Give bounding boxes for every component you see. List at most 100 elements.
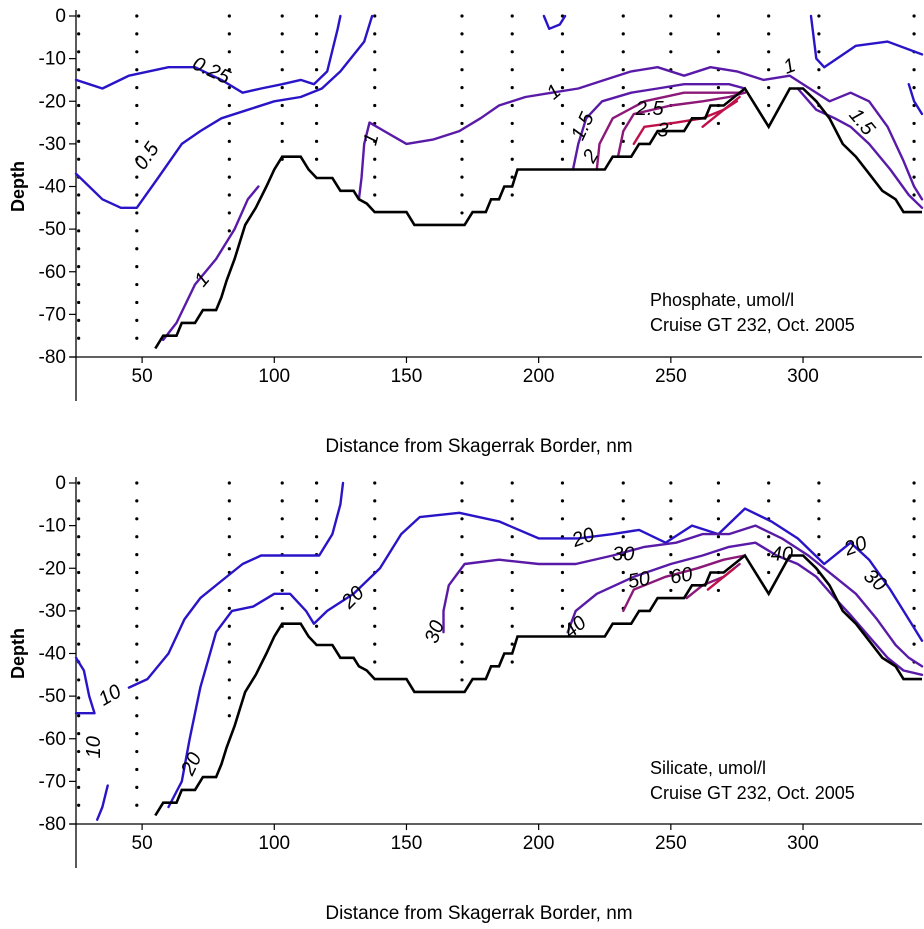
station-sample-dot bbox=[135, 732, 139, 736]
station-sample-dot bbox=[77, 803, 81, 807]
y-tick-label: -60 bbox=[39, 729, 66, 750]
station-sample-dot bbox=[510, 499, 514, 503]
station-sample-dot bbox=[135, 767, 139, 772]
contour-line-50 bbox=[622, 554, 747, 613]
station-sample-dot bbox=[227, 14, 231, 18]
station-sample-dot bbox=[280, 86, 284, 90]
station-sample-dot bbox=[280, 481, 284, 485]
y-tick-label: -50 bbox=[39, 686, 66, 707]
station-sample-dot bbox=[621, 121, 625, 126]
station-sample-dot bbox=[77, 535, 81, 539]
station-sample-dot bbox=[373, 660, 377, 664]
station-sample-dot bbox=[817, 553, 821, 557]
station-sample-dot bbox=[621, 517, 625, 521]
station-sample-dot bbox=[767, 535, 771, 539]
station-sample-dot bbox=[280, 50, 284, 54]
station-sample-dot bbox=[280, 14, 284, 18]
station-sample-dot bbox=[77, 336, 81, 340]
station-sample-dot bbox=[227, 588, 231, 593]
station-sample-dot bbox=[227, 517, 231, 521]
station-sample-dot bbox=[767, 103, 771, 108]
station-sample-dot bbox=[77, 121, 81, 126]
station-sample-dot bbox=[135, 481, 139, 485]
station-sample-dot bbox=[510, 553, 514, 557]
contour-line-2-5 bbox=[616, 91, 747, 158]
station-sample-dot bbox=[135, 785, 139, 789]
station-sample-dot bbox=[460, 193, 464, 197]
y-tick-label: 0 bbox=[55, 473, 66, 494]
station-sample-dot bbox=[560, 570, 565, 575]
contour-line-3-5 bbox=[701, 100, 739, 128]
station-sample-dot bbox=[460, 68, 464, 72]
station-sample-dot bbox=[227, 139, 231, 143]
station-sample-dot bbox=[227, 553, 231, 557]
y-tick-label: -40 bbox=[39, 177, 66, 198]
x-tick-label: 300 bbox=[787, 833, 819, 854]
station-sample-dot bbox=[716, 535, 721, 539]
station-sample-dot bbox=[227, 229, 231, 233]
station-sample-dot bbox=[373, 139, 377, 143]
x-tick-label: 200 bbox=[523, 833, 555, 854]
station-sample-dot bbox=[510, 588, 514, 593]
contour-line-10 bbox=[74, 656, 96, 715]
station-sample-dot bbox=[373, 193, 377, 197]
station-sample-dot bbox=[135, 300, 139, 305]
x-tick-label: 50 bbox=[132, 366, 153, 387]
station-sample-dot bbox=[227, 50, 231, 54]
station-sample-dot bbox=[135, 660, 139, 664]
station-sample-dot bbox=[560, 499, 565, 503]
contour-line-40 bbox=[566, 541, 924, 676]
contour-label: 20 bbox=[568, 524, 597, 553]
y-tick-label: -30 bbox=[39, 601, 66, 622]
station-sample-dot bbox=[77, 785, 81, 789]
station-sample-dot bbox=[135, 247, 139, 251]
station-sample-dot bbox=[373, 642, 377, 646]
station-sample-dot bbox=[621, 588, 625, 593]
station-sample-dot bbox=[912, 517, 916, 521]
station-sample-dot bbox=[77, 714, 81, 718]
station-sample-dot bbox=[560, 68, 565, 72]
y-axis-title: Depth bbox=[8, 161, 28, 212]
station-sample-dot bbox=[227, 68, 231, 72]
station-sample-dot bbox=[510, 103, 514, 108]
y-tick-label: -70 bbox=[39, 304, 66, 325]
station-sample-dot bbox=[373, 175, 377, 179]
station-sample-dot bbox=[912, 642, 916, 646]
station-sample-dot bbox=[560, 588, 565, 593]
station-sample-dot bbox=[669, 481, 673, 485]
station-sample-dot bbox=[560, 517, 565, 521]
station-sample-dot bbox=[135, 229, 139, 233]
station-sample-dot bbox=[560, 103, 565, 108]
station-sample-dot bbox=[817, 481, 821, 485]
contour-line-1-5 bbox=[571, 83, 747, 171]
station-sample-dot bbox=[280, 499, 284, 503]
contour-line-0-25 bbox=[809, 14, 924, 69]
station-sample-dot bbox=[912, 175, 916, 179]
station-sample-dot bbox=[510, 660, 514, 664]
station-sample-dot bbox=[716, 588, 721, 593]
contour-line-2 bbox=[595, 91, 747, 171]
station-sample-dot bbox=[280, 535, 284, 539]
contour-label: 20 bbox=[177, 749, 207, 779]
station-sample-dot bbox=[912, 535, 916, 539]
station-sample-dot bbox=[77, 749, 81, 754]
parameter-note: Silicate, umol/l bbox=[650, 758, 766, 778]
station-sample-dot bbox=[460, 642, 464, 646]
station-sample-dot bbox=[314, 606, 319, 610]
station-sample-dot bbox=[135, 642, 139, 646]
station-sample-dot bbox=[510, 68, 514, 72]
station-sample-dot bbox=[460, 14, 464, 18]
contour-label: 50 bbox=[626, 568, 652, 594]
station-sample-dot bbox=[135, 265, 139, 269]
station-sample-dot bbox=[912, 68, 916, 72]
station-sample-dot bbox=[912, 139, 916, 143]
station-sample-dot bbox=[280, 121, 284, 126]
station-sample-dot bbox=[135, 103, 139, 108]
seabed-profile-line bbox=[154, 86, 922, 350]
station-sample-dot bbox=[373, 517, 377, 521]
station-sample-dot bbox=[373, 588, 377, 593]
station-sample-dot bbox=[227, 696, 231, 700]
silicate-panel: 0 -10 -20 -30 -40 -50 -60 -70 -80 50 100 150 200 250 3… bbox=[8, 473, 924, 924]
station-sample-dot bbox=[373, 32, 377, 36]
x-tick-label: 150 bbox=[391, 833, 423, 854]
